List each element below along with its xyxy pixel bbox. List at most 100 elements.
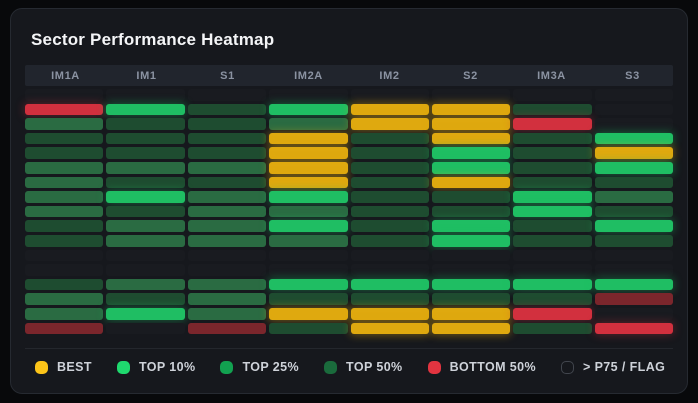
- heatmap-cell[interactable]: [594, 307, 673, 320]
- heatmap-cell[interactable]: [25, 205, 104, 218]
- heatmap-cell[interactable]: [187, 307, 267, 320]
- heatmap-cell[interactable]: [513, 249, 592, 262]
- heatmap-cell[interactable]: [187, 147, 267, 159]
- heatmap-cell[interactable]: [187, 118, 267, 130]
- heatmap-cell[interactable]: [25, 278, 104, 291]
- heatmap-cell[interactable]: [106, 118, 185, 130]
- heatmap-cell[interactable]: [106, 307, 185, 320]
- heatmap-cell[interactable]: [431, 307, 511, 320]
- heatmap-cell[interactable]: [106, 176, 185, 189]
- heatmap-cell[interactable]: [594, 147, 673, 159]
- heatmap-cell[interactable]: [187, 103, 267, 116]
- heatmap-cell[interactable]: [187, 205, 267, 218]
- heatmap-cell[interactable]: [513, 307, 592, 320]
- heatmap-cell[interactable]: [350, 220, 429, 232]
- heatmap-cell[interactable]: [350, 147, 429, 159]
- heatmap-cell[interactable]: [513, 220, 592, 232]
- heatmap-cell[interactable]: [187, 220, 267, 232]
- heatmap-cell[interactable]: [25, 293, 104, 305]
- heatmap-cell[interactable]: [187, 278, 267, 291]
- heatmap-cell[interactable]: [431, 322, 511, 335]
- heatmap-cell[interactable]: [25, 161, 104, 174]
- heatmap-cell[interactable]: [25, 103, 104, 116]
- heatmap-cell[interactable]: [431, 191, 511, 203]
- heatmap-cell[interactable]: [269, 132, 348, 145]
- heatmap-cell[interactable]: [106, 264, 185, 276]
- heatmap-cell[interactable]: [513, 264, 592, 276]
- heatmap-cell[interactable]: [431, 132, 511, 145]
- heatmap-cell[interactable]: [106, 161, 185, 174]
- heatmap-cell[interactable]: [269, 220, 348, 232]
- heatmap-cell[interactable]: [106, 278, 185, 291]
- heatmap-cell[interactable]: [269, 264, 348, 276]
- heatmap-cell[interactable]: [594, 293, 673, 305]
- heatmap-cell[interactable]: [594, 249, 673, 262]
- heatmap-cell[interactable]: [106, 89, 185, 101]
- heatmap-cell[interactable]: [269, 249, 348, 262]
- heatmap-cell[interactable]: [25, 176, 104, 189]
- heatmap-cell[interactable]: [350, 293, 429, 305]
- heatmap-cell[interactable]: [106, 249, 185, 262]
- heatmap-cell[interactable]: [269, 161, 348, 174]
- heatmap-cell[interactable]: [25, 322, 104, 335]
- heatmap-cell[interactable]: [25, 249, 104, 262]
- heatmap-cell[interactable]: [594, 322, 673, 335]
- heatmap-cell[interactable]: [25, 234, 104, 247]
- heatmap-cell[interactable]: [594, 191, 673, 203]
- heatmap-cell[interactable]: [187, 191, 267, 203]
- heatmap-cell[interactable]: [350, 278, 429, 291]
- heatmap-cell[interactable]: [594, 118, 673, 130]
- heatmap-cell[interactable]: [431, 205, 511, 218]
- heatmap-cell[interactable]: [269, 322, 348, 335]
- heatmap-cell[interactable]: [431, 161, 511, 174]
- heatmap-cell[interactable]: [350, 89, 429, 101]
- heatmap-cell[interactable]: [106, 220, 185, 232]
- heatmap-cell[interactable]: [594, 205, 673, 218]
- heatmap-cell[interactable]: [25, 132, 104, 145]
- heatmap-cell[interactable]: [513, 205, 592, 218]
- heatmap-cell[interactable]: [350, 191, 429, 203]
- heatmap-cell[interactable]: [513, 118, 592, 130]
- heatmap-cell[interactable]: [350, 176, 429, 189]
- heatmap-cell[interactable]: [431, 147, 511, 159]
- heatmap-cell[interactable]: [187, 176, 267, 189]
- heatmap-cell[interactable]: [513, 103, 592, 116]
- heatmap-cell[interactable]: [513, 322, 592, 335]
- heatmap-cell[interactable]: [594, 89, 673, 101]
- heatmap-cell[interactable]: [431, 220, 511, 232]
- heatmap-cell[interactable]: [269, 89, 348, 101]
- heatmap-cell[interactable]: [106, 191, 185, 203]
- heatmap-cell[interactable]: [269, 147, 348, 159]
- heatmap-cell[interactable]: [431, 234, 511, 247]
- heatmap-cell[interactable]: [431, 293, 511, 305]
- heatmap-cell[interactable]: [106, 147, 185, 159]
- heatmap-cell[interactable]: [431, 264, 511, 276]
- heatmap-cell[interactable]: [513, 89, 592, 101]
- heatmap-cell[interactable]: [594, 264, 673, 276]
- heatmap-cell[interactable]: [269, 293, 348, 305]
- heatmap-cell[interactable]: [350, 103, 429, 116]
- heatmap-cell[interactable]: [269, 234, 348, 247]
- heatmap-cell[interactable]: [25, 118, 104, 130]
- heatmap-cell[interactable]: [269, 176, 348, 189]
- heatmap-cell[interactable]: [269, 278, 348, 291]
- heatmap-cell[interactable]: [25, 147, 104, 159]
- heatmap-cell[interactable]: [269, 118, 348, 130]
- heatmap-cell[interactable]: [431, 103, 511, 116]
- heatmap-cell[interactable]: [431, 89, 511, 101]
- heatmap-cell[interactable]: [25, 307, 104, 320]
- heatmap-cell[interactable]: [513, 132, 592, 145]
- heatmap-cell[interactable]: [594, 132, 673, 145]
- heatmap-cell[interactable]: [350, 264, 429, 276]
- heatmap-cell[interactable]: [513, 176, 592, 189]
- heatmap-cell[interactable]: [350, 161, 429, 174]
- heatmap-cell[interactable]: [187, 234, 267, 247]
- heatmap-cell[interactable]: [594, 161, 673, 174]
- heatmap-cell[interactable]: [350, 118, 429, 130]
- heatmap-cell[interactable]: [106, 293, 185, 305]
- heatmap-cell[interactable]: [594, 176, 673, 189]
- heatmap-cell[interactable]: [594, 278, 673, 291]
- heatmap-cell[interactable]: [513, 278, 592, 291]
- heatmap-cell[interactable]: [513, 234, 592, 247]
- heatmap-cell[interactable]: [350, 234, 429, 247]
